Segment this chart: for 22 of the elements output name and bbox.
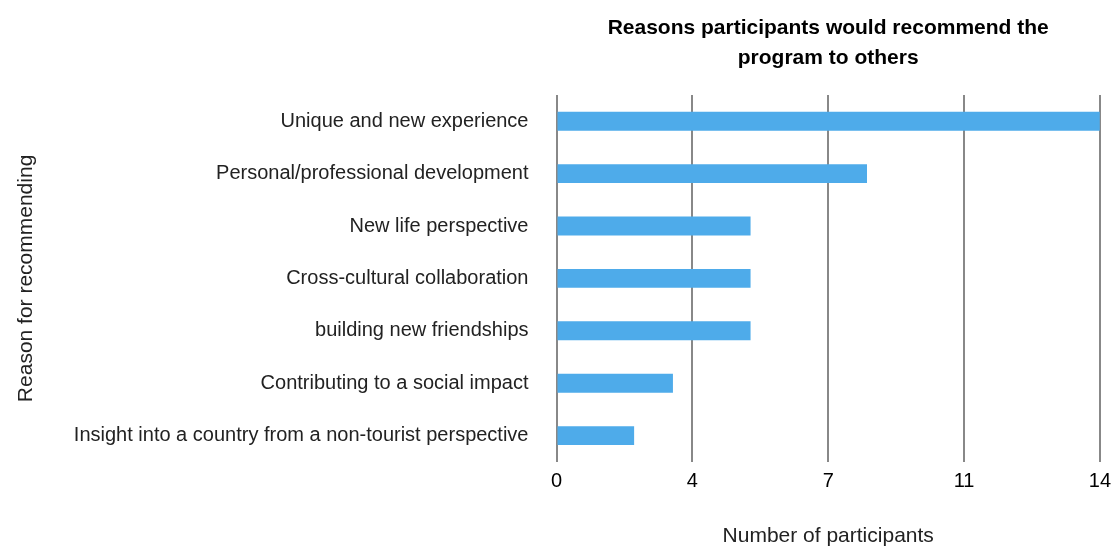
x-tick-label: 4: [686, 469, 698, 492]
y-tick-label: Unique and new experience: [280, 108, 529, 131]
bar: [557, 426, 635, 446]
bar: [557, 216, 751, 236]
bar: [557, 268, 751, 288]
bar: [557, 164, 867, 184]
y-tick-label: Personal/professional development: [216, 161, 529, 184]
x-axis-title: Number of participants: [722, 523, 934, 547]
x-tick-label: 14: [1088, 469, 1111, 492]
x-tick-label: 7: [822, 469, 834, 492]
y-axis-title: Reason for recommending: [13, 154, 37, 403]
bar: [557, 373, 673, 393]
bar: [557, 111, 1100, 131]
chart-title: Reasons participants would recommend the program to others: [607, 14, 1049, 68]
y-tick-label: Contributing to a social impact: [260, 370, 529, 393]
x-tick-label: 11: [953, 469, 975, 492]
y-tick-label: Insight into a country from a non-tourist perspective: [73, 423, 529, 446]
y-tick-label: Cross-cultural collaboration: [286, 265, 529, 288]
y-tick-label: New life perspective: [349, 213, 529, 236]
x-tick-label: 0: [550, 469, 563, 492]
y-tick-label: building new friendships: [315, 318, 529, 341]
bar: [557, 321, 751, 341]
